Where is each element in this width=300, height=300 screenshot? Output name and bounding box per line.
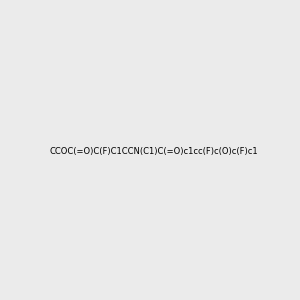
Text: CCOC(=O)C(F)C1CCN(C1)C(=O)c1cc(F)c(O)c(F)c1: CCOC(=O)C(F)C1CCN(C1)C(=O)c1cc(F)c(O)c(F… (50, 147, 258, 156)
